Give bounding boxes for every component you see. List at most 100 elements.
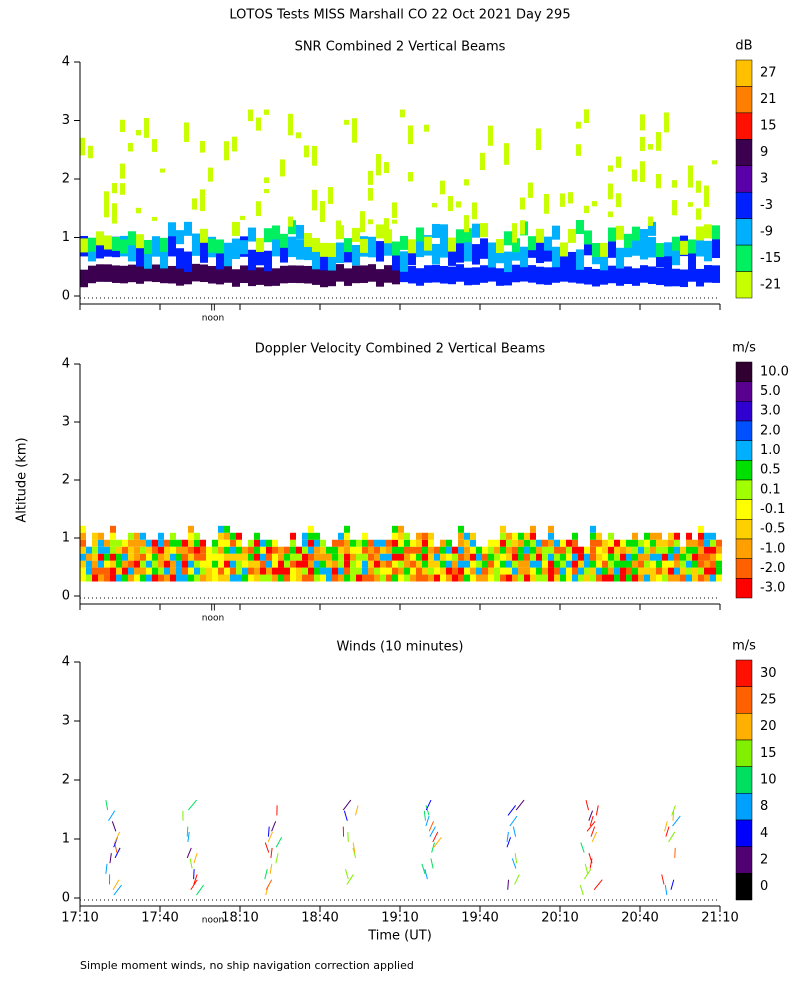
field-cell bbox=[152, 236, 160, 251]
field-cell bbox=[360, 265, 368, 283]
field-cell bbox=[428, 560, 434, 568]
field-cell bbox=[696, 208, 701, 220]
colorbar-label: -0.1 bbox=[760, 502, 785, 517]
field-cell bbox=[386, 560, 392, 568]
field-cell bbox=[656, 553, 662, 561]
y-tick-label: 3 bbox=[62, 415, 70, 430]
field-cell bbox=[560, 193, 565, 207]
wind-barb bbox=[506, 837, 512, 848]
field-cell bbox=[456, 201, 461, 208]
field-cell bbox=[280, 242, 288, 263]
wind-barb bbox=[590, 826, 596, 837]
field-cell bbox=[224, 574, 230, 582]
field-cell bbox=[218, 546, 224, 554]
field-cell bbox=[688, 251, 696, 272]
field-cell bbox=[398, 525, 404, 533]
colorbar-label: 3 bbox=[760, 172, 768, 187]
field-cell bbox=[200, 567, 206, 575]
colorbar-label: 15 bbox=[760, 119, 777, 134]
field-cell bbox=[568, 192, 573, 204]
field-cell bbox=[80, 553, 86, 561]
field-cell bbox=[376, 224, 384, 239]
field-cell bbox=[304, 232, 312, 247]
field-cell bbox=[206, 553, 212, 561]
field-cell bbox=[272, 235, 280, 257]
colorbar-label: 15 bbox=[760, 746, 777, 761]
wind-barb bbox=[265, 879, 273, 890]
field-cell bbox=[668, 574, 674, 582]
field-cell bbox=[352, 265, 360, 284]
field-cell bbox=[290, 532, 296, 540]
field-cell bbox=[638, 539, 644, 547]
field-cell bbox=[648, 221, 656, 236]
wind-barb bbox=[424, 868, 428, 880]
field-cell bbox=[496, 268, 504, 286]
field-cell bbox=[88, 145, 93, 159]
colorbar-label: 10 bbox=[760, 773, 777, 788]
field-cell bbox=[584, 205, 589, 214]
field-cell bbox=[662, 560, 668, 568]
field-cell bbox=[686, 574, 692, 582]
field-cell bbox=[392, 553, 398, 561]
field-cell bbox=[122, 546, 128, 554]
field-cell bbox=[548, 525, 554, 533]
colorbar-label: 4 bbox=[760, 826, 768, 841]
wind-barb bbox=[507, 805, 517, 816]
field-cell bbox=[458, 525, 464, 533]
field-cell bbox=[160, 265, 168, 284]
field-cell bbox=[296, 224, 304, 239]
colorbar-label: 9 bbox=[760, 145, 768, 160]
field-cell bbox=[182, 546, 188, 554]
field-cell bbox=[416, 227, 424, 242]
field-cell bbox=[496, 239, 504, 254]
field-cell bbox=[232, 221, 240, 236]
field-cell bbox=[290, 553, 296, 561]
field-cell bbox=[458, 553, 464, 561]
wind-barb bbox=[432, 831, 439, 843]
wind-barb bbox=[187, 799, 198, 811]
field-cell bbox=[688, 239, 696, 254]
field-cell bbox=[560, 242, 568, 257]
field-cell bbox=[158, 553, 164, 561]
field-cell bbox=[236, 560, 242, 568]
field-cell bbox=[308, 567, 314, 575]
field-cell bbox=[188, 532, 194, 540]
field-cell bbox=[422, 567, 428, 575]
field-cell bbox=[668, 532, 674, 540]
field-cell bbox=[398, 567, 404, 575]
field-cell bbox=[236, 539, 242, 547]
field-cell bbox=[662, 574, 668, 582]
colorbar-label: 27 bbox=[760, 66, 777, 81]
field-cell bbox=[236, 532, 242, 540]
field-cell bbox=[98, 560, 104, 568]
field-cell bbox=[120, 265, 128, 284]
colorbar-label: -3 bbox=[760, 198, 773, 213]
field-cell bbox=[472, 267, 480, 285]
field-cell bbox=[144, 239, 152, 254]
field-cell bbox=[312, 189, 317, 211]
colorbar-swatch bbox=[735, 479, 753, 500]
field-cell bbox=[710, 532, 716, 540]
field-cell bbox=[338, 574, 344, 582]
field-cell bbox=[552, 265, 560, 283]
field-cell bbox=[688, 264, 696, 282]
field-cell bbox=[338, 560, 344, 568]
field-cell bbox=[488, 264, 496, 282]
field-cell bbox=[674, 567, 680, 575]
field-cell bbox=[218, 553, 224, 561]
field-cell bbox=[554, 546, 560, 554]
field-cell bbox=[398, 532, 404, 540]
field-cell bbox=[272, 567, 278, 575]
wind-barb bbox=[111, 821, 117, 832]
field-cell bbox=[284, 567, 290, 575]
field-cell bbox=[668, 567, 674, 575]
colorbar-label: -2.0 bbox=[760, 561, 785, 576]
field-cell bbox=[428, 546, 434, 554]
field-cell bbox=[288, 265, 296, 283]
wind-barb bbox=[275, 837, 283, 848]
x-tick-label: 19:40 bbox=[461, 911, 498, 926]
wind-barb bbox=[346, 874, 354, 885]
field-cell bbox=[404, 532, 410, 540]
field-cell bbox=[284, 553, 290, 561]
field-cell bbox=[458, 567, 464, 575]
